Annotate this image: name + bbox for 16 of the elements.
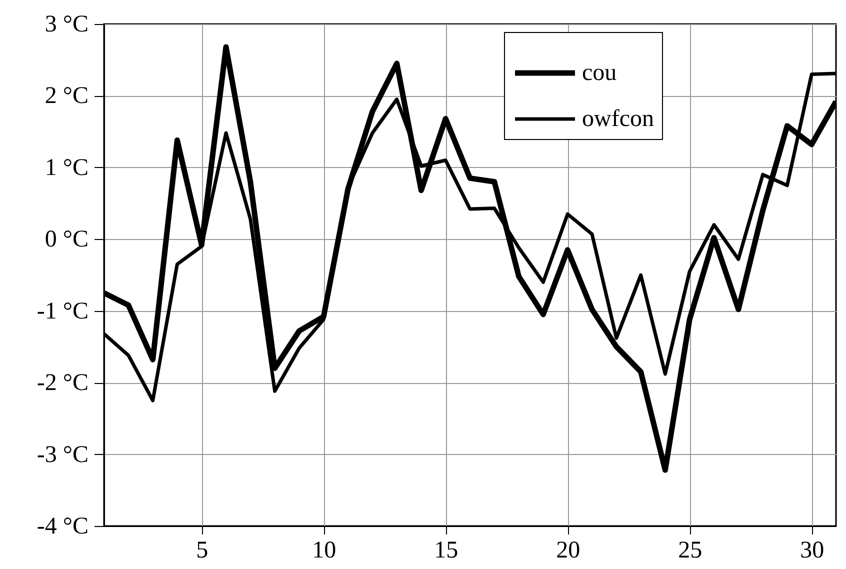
y-tick-label: 0 °C [44,226,88,253]
y-tick-label: 2 °C [44,83,88,110]
x-tick-label: 10 [312,538,336,564]
y-tick-label: 1 °C [44,154,88,181]
y-tick-label: -1 °C [36,298,88,324]
y-tick-label: 3 °C [44,12,88,38]
y-tick-label: -2 °C [36,370,88,396]
x-tick-label: 20 [556,538,580,564]
y-tick-label: -3 °C [36,442,88,468]
x-tick-label: 30 [800,538,824,564]
y-tick-label: -4 °C [36,514,88,540]
x-tick-label: 25 [678,538,702,564]
legend-label: owfcon [582,106,654,132]
legend-label: cou [582,60,617,86]
x-tick-label: 5 [196,538,208,564]
x-tick-label: 15 [434,538,458,564]
